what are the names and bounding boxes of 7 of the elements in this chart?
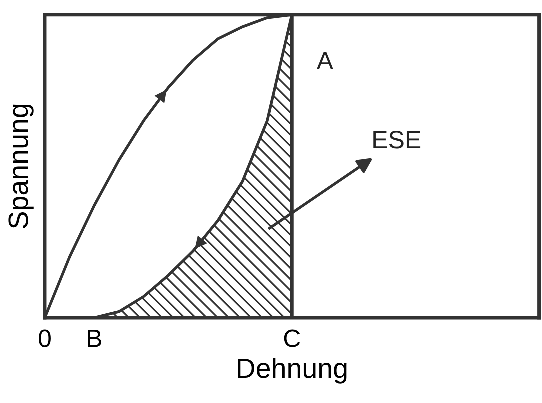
x-axis-title: Dehnung (238, 358, 347, 384)
annotation: ESE (374, 131, 421, 149)
y-axis-title: Spannung (8, 104, 34, 229)
annotation: A (316, 52, 334, 70)
x-tick-label: B (88, 330, 102, 348)
x-tick-label: 0 (39, 330, 51, 348)
x-tick-label: C (284, 330, 300, 348)
